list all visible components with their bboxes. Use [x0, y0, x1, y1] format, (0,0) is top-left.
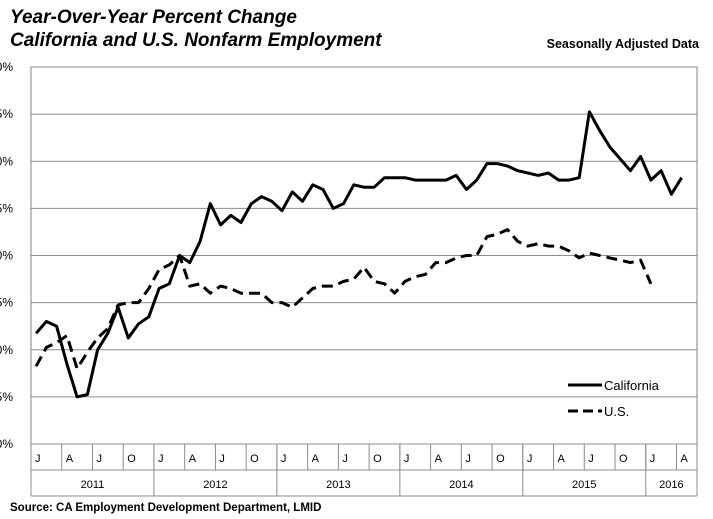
- y-tick-label: 5%: [0, 107, 13, 121]
- series-line-us: [34, 228, 653, 371]
- x-tick-label: J: [527, 453, 533, 465]
- series-line-california: [34, 110, 683, 399]
- y-tick-label: 5%: [0, 296, 13, 310]
- year-label: 2014: [449, 479, 473, 491]
- chart-title-line-1: Year-Over-Year Percent Change: [10, 7, 297, 28]
- x-tick-label: O: [619, 453, 628, 465]
- year-label: 2015: [572, 479, 596, 491]
- x-tick-label: J: [35, 453, 41, 465]
- x-tick-label: A: [189, 453, 197, 465]
- x-tick-label: J: [465, 453, 471, 465]
- chart-subtitle: Seasonally Adjusted Data: [546, 37, 699, 51]
- legend-label: California: [604, 378, 660, 393]
- year-label: 2011: [81, 479, 105, 491]
- x-tick-label: J: [342, 453, 348, 465]
- y-tick-label: 0%: [0, 343, 13, 357]
- chart-title: Year-Over-Year Percent Change California…: [10, 6, 382, 52]
- x-tick-label: O: [127, 453, 136, 465]
- series-lines: [34, 110, 683, 399]
- x-tick-label: J: [158, 453, 164, 465]
- source-note: Source: CA Employment Development Depart…: [10, 502, 322, 514]
- y-tick-label: 0%: [0, 154, 13, 168]
- y-tick-label: 0%: [0, 249, 13, 263]
- x-axis: J A J O J A J O J A J O J A J O J A J O J A 2011 2012 2013 2014 20…: [30, 444, 698, 497]
- y-tick-label: 0%: [0, 437, 13, 451]
- x-tick-label: A: [312, 453, 320, 465]
- x-tick-label: A: [558, 453, 566, 465]
- x-tick-label: O: [373, 453, 382, 465]
- x-tick-label: A: [66, 453, 74, 465]
- legend: California U.S.: [568, 378, 660, 419]
- year-label: 2013: [326, 479, 350, 491]
- y-tick-label: 0%: [0, 60, 13, 74]
- x-tick-label: A: [435, 453, 443, 465]
- y-tick-label: 5%: [0, 201, 13, 215]
- x-tick-label: J: [219, 453, 225, 465]
- x-tick-label: O: [250, 453, 259, 465]
- x-tick-label: J: [650, 453, 656, 465]
- legend-label: U.S.: [604, 404, 629, 419]
- gridlines: [30, 66, 698, 445]
- year-label: 2016: [659, 479, 683, 491]
- x-tick-label: A: [681, 453, 689, 465]
- x-tick-label: J: [96, 453, 102, 465]
- x-tick-label: J: [588, 453, 594, 465]
- y-axis-ticks: 0% 5% 0% 5% 0% 5% 0% 5% 0%: [0, 60, 13, 451]
- y-tick-label: 5%: [0, 390, 13, 404]
- x-tick-label: O: [496, 453, 505, 465]
- chart-title-line-2: California and U.S. Nonfarm Employment: [10, 30, 382, 51]
- x-tick-label: J: [281, 453, 287, 465]
- x-tick-label: J: [404, 453, 410, 465]
- year-label: 2012: [203, 479, 227, 491]
